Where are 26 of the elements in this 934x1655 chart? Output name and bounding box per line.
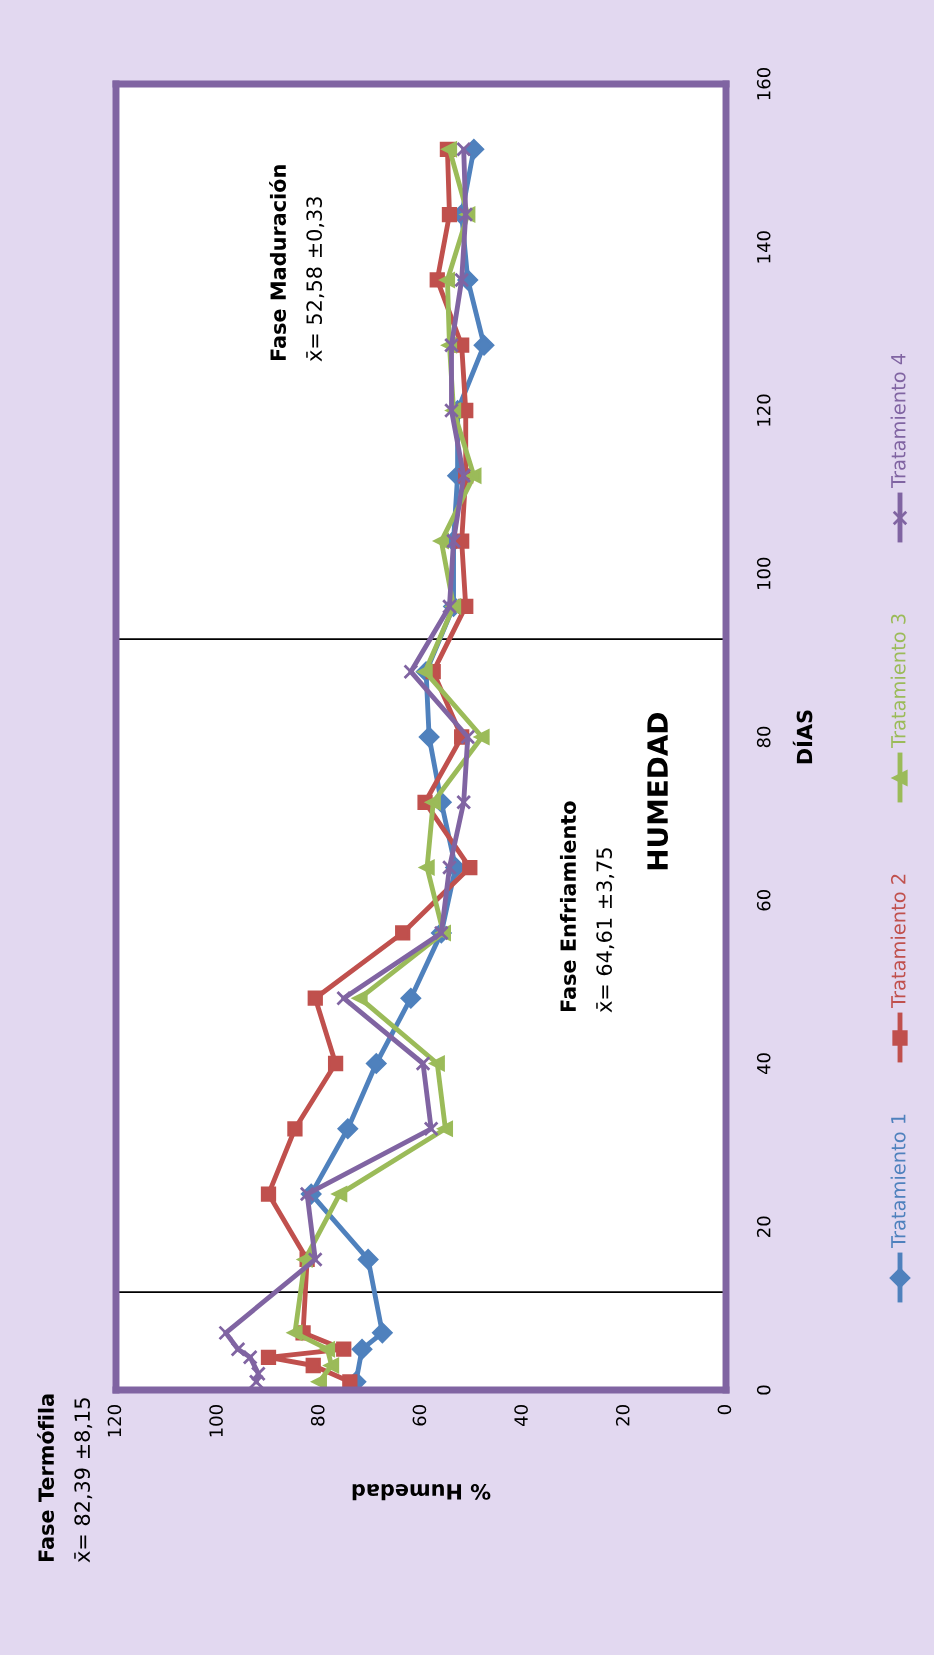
y-tick-label: 160	[756, 67, 771, 100]
text: Tratamiento 2	[890, 874, 906, 1009]
y-tick-label: 60	[756, 889, 771, 911]
y-tick-label: 40	[756, 1053, 771, 1075]
text: Fase Termófila x̄= 82,39 ±8,15	[37, 1394, 93, 1563]
x-tick-label: 0	[717, 1405, 732, 1415]
y-axis-title: DÍAS	[792, 710, 813, 764]
x-tick-label: 100	[209, 1405, 223, 1437]
x-axis-title: % Humedad	[352, 1484, 491, 1501]
x-tick-label: 120	[107, 1405, 122, 1437]
text: Tratamiento 1	[890, 1114, 906, 1249]
annotation: Fase Enfriamiento x̄= 64,61 ±3,75	[559, 801, 615, 1013]
text: HUMEDAD	[647, 713, 669, 870]
text: Tratamiento 4	[890, 353, 906, 489]
y-tick-label: 140	[756, 231, 771, 263]
y-tick-label: 20	[756, 1216, 771, 1237]
y-tick-label: 120	[756, 394, 771, 426]
y-tick-label: 100	[756, 557, 771, 589]
x-tick-label: 20	[615, 1405, 630, 1426]
x-tick-label: 40	[514, 1405, 528, 1426]
annotation: Fase Maduración x̄= 52,58 ±0,33	[269, 165, 325, 362]
x-tick-label: 60	[412, 1405, 427, 1426]
x-tick-label: 80	[310, 1405, 325, 1426]
text: Tratamiento 3	[890, 614, 906, 749]
y-tick-label: 0	[756, 1385, 771, 1395]
y-tick-label: 80	[756, 726, 771, 748]
